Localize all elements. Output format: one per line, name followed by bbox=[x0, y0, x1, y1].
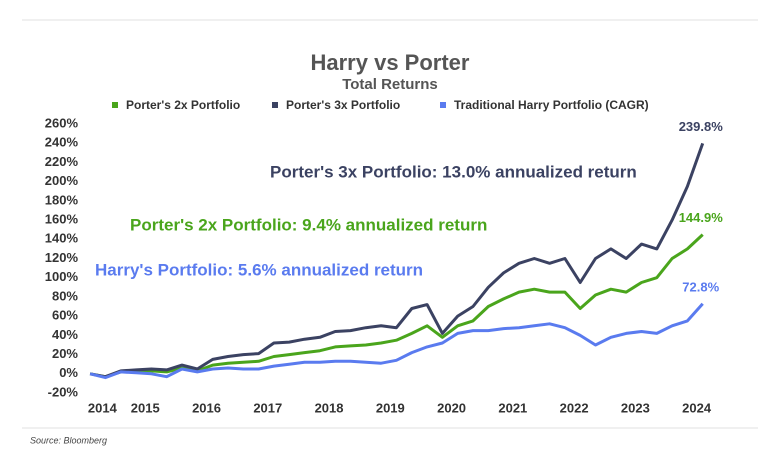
annotation: Harry's Portfolio: 5.6% annualized retur… bbox=[95, 260, 423, 279]
annotation: Porter's 2x Portfolio: 9.4% annualized r… bbox=[130, 215, 487, 234]
y-tick-label: 80% bbox=[52, 288, 78, 303]
y-tick-label: 60% bbox=[52, 308, 78, 323]
source: Source: Bloomberg bbox=[30, 435, 107, 445]
y-tick-label: 120% bbox=[45, 250, 79, 265]
x-tick-label: 2020 bbox=[437, 400, 466, 415]
chart-subtitle: Total Returns bbox=[342, 76, 438, 93]
y-tick-label: 260% bbox=[45, 115, 79, 130]
y-tick-label: -20% bbox=[48, 384, 79, 399]
end-label: 144.9% bbox=[679, 210, 724, 225]
legend-swatch bbox=[272, 102, 278, 108]
y-tick-label: 180% bbox=[45, 192, 79, 207]
chart-title: Harry vs Porter bbox=[311, 50, 470, 75]
x-tick-label: 2021 bbox=[498, 400, 527, 415]
x-tick-label: 2017 bbox=[253, 400, 282, 415]
legend-swatch bbox=[112, 102, 118, 108]
end-label: 72.8% bbox=[682, 279, 719, 294]
annotation: Porter's 3x Portfolio: 13.0% annualized … bbox=[270, 162, 637, 181]
legend-swatch bbox=[440, 102, 446, 108]
x-tick-label: 2024 bbox=[682, 400, 712, 415]
x-tick-label: 2022 bbox=[560, 400, 589, 415]
y-tick-label: 160% bbox=[45, 212, 79, 227]
y-tick-label: 40% bbox=[52, 327, 78, 342]
x-tick-label: 2015 bbox=[131, 400, 160, 415]
y-tick-label: 100% bbox=[45, 269, 79, 284]
y-tick-label: 240% bbox=[45, 135, 79, 150]
x-tick-label: 2016 bbox=[192, 400, 221, 415]
y-tick-label: 220% bbox=[45, 154, 79, 169]
x-tick-label: 2023 bbox=[621, 400, 650, 415]
legend-label: Porter's 2x Portfolio bbox=[126, 98, 240, 112]
series-line bbox=[89, 302, 704, 380]
legend-label: Traditional Harry Portfolio (CAGR) bbox=[454, 98, 649, 112]
series-line bbox=[89, 142, 705, 379]
y-tick-label: 20% bbox=[52, 346, 78, 361]
end-label: 239.8% bbox=[679, 119, 724, 134]
series-line bbox=[89, 233, 704, 379]
x-tick-label: 2014 bbox=[88, 400, 118, 415]
y-tick-label: 0% bbox=[59, 365, 78, 380]
x-tick-label: 2019 bbox=[376, 400, 405, 415]
x-tick-label: 2018 bbox=[315, 400, 344, 415]
legend-label: Porter's 3x Portfolio bbox=[286, 98, 400, 112]
y-tick-label: 140% bbox=[45, 231, 79, 246]
y-tick-label: 200% bbox=[45, 173, 79, 188]
